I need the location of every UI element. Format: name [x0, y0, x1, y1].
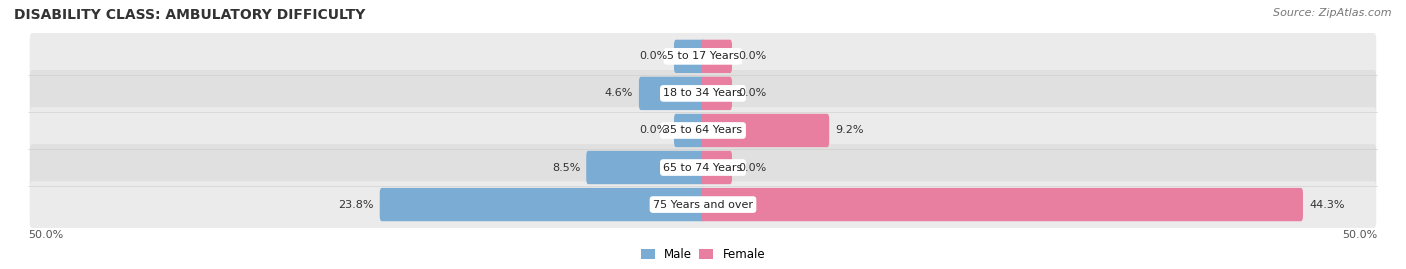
Text: DISABILITY CLASS: AMBULATORY DIFFICULTY: DISABILITY CLASS: AMBULATORY DIFFICULTY: [14, 8, 366, 22]
FancyBboxPatch shape: [380, 188, 704, 221]
Text: 50.0%: 50.0%: [28, 230, 63, 240]
Text: 5 to 17 Years: 5 to 17 Years: [666, 51, 740, 61]
Text: 23.8%: 23.8%: [339, 200, 374, 210]
Text: Source: ZipAtlas.com: Source: ZipAtlas.com: [1274, 8, 1392, 18]
Text: 0.0%: 0.0%: [640, 125, 668, 136]
Text: 0.0%: 0.0%: [640, 51, 668, 61]
Text: 65 to 74 Years: 65 to 74 Years: [664, 162, 742, 172]
FancyBboxPatch shape: [702, 40, 733, 73]
FancyBboxPatch shape: [30, 70, 1376, 117]
FancyBboxPatch shape: [30, 144, 1376, 191]
Text: 35 to 64 Years: 35 to 64 Years: [664, 125, 742, 136]
FancyBboxPatch shape: [702, 188, 1303, 221]
Text: 9.2%: 9.2%: [835, 125, 863, 136]
FancyBboxPatch shape: [702, 77, 733, 110]
FancyBboxPatch shape: [673, 114, 704, 147]
FancyBboxPatch shape: [30, 33, 1376, 80]
Text: 50.0%: 50.0%: [1343, 230, 1378, 240]
Text: 44.3%: 44.3%: [1309, 200, 1344, 210]
FancyBboxPatch shape: [586, 151, 704, 184]
FancyBboxPatch shape: [702, 151, 733, 184]
Legend: Male, Female: Male, Female: [636, 243, 770, 266]
Text: 0.0%: 0.0%: [738, 51, 766, 61]
Text: 4.6%: 4.6%: [605, 89, 633, 98]
FancyBboxPatch shape: [30, 107, 1376, 154]
FancyBboxPatch shape: [30, 181, 1376, 228]
Text: 18 to 34 Years: 18 to 34 Years: [664, 89, 742, 98]
FancyBboxPatch shape: [673, 40, 704, 73]
FancyBboxPatch shape: [638, 77, 704, 110]
Text: 8.5%: 8.5%: [551, 162, 581, 172]
Text: 0.0%: 0.0%: [738, 89, 766, 98]
Text: 0.0%: 0.0%: [738, 162, 766, 172]
Text: 75 Years and over: 75 Years and over: [652, 200, 754, 210]
FancyBboxPatch shape: [702, 114, 830, 147]
